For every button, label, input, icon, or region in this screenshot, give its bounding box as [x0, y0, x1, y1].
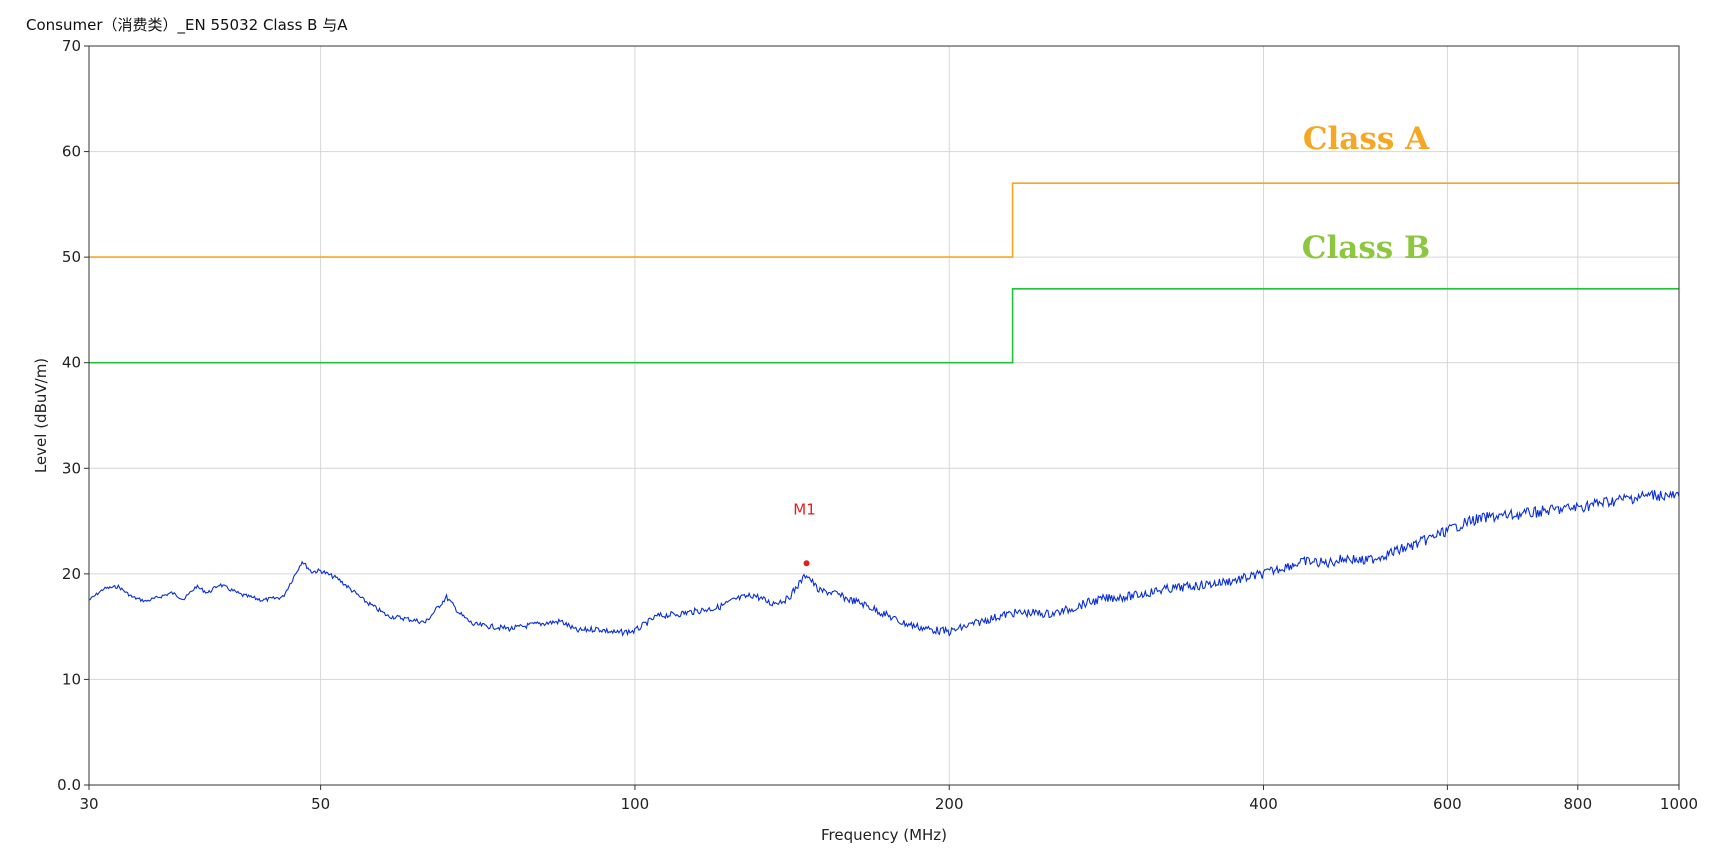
limit-line-class-a — [89, 182, 1679, 258]
class-a-label: Class A — [1303, 121, 1430, 157]
x-tick-label: 200 — [935, 795, 964, 813]
x-tick-label: 50 — [311, 795, 330, 813]
measured-emission-line — [88, 489, 1680, 637]
grid — [88, 45, 1680, 786]
tick-layer: 30 50 100 200 400 600 800 1000 0.0 10 20 30 40 50 60 70 — [57, 37, 1698, 813]
annotation-layer: M1 Class A Class B — [793, 121, 1430, 567]
y-axis-title: Level (dBuV/m) — [32, 358, 50, 473]
marker-m1-point — [803, 560, 810, 567]
y-tick-label: 70 — [62, 37, 81, 55]
x-tick-label: 600 — [1433, 795, 1462, 813]
series-layer — [88, 182, 1680, 637]
y-tick-label: 0.0 — [57, 776, 81, 794]
y-tick-label: 50 — [62, 248, 81, 266]
class-b-label: Class B — [1302, 230, 1430, 266]
x-axis-title: Frequency (MHz) — [821, 826, 947, 844]
limit-line-class-b — [89, 288, 1679, 364]
y-tick-label: 20 — [62, 565, 81, 583]
x-tick-label: 400 — [1249, 795, 1278, 813]
y-tick-label: 60 — [62, 143, 81, 161]
plot-frame — [88, 45, 1680, 786]
x-tick-label: 800 — [1563, 795, 1592, 813]
y-tick-label: 10 — [62, 670, 81, 688]
chart-title: Consumer（消费类）_EN 55032 Class B 与A — [26, 16, 348, 34]
x-tick-label: 30 — [79, 795, 98, 813]
y-tick-label: 30 — [62, 459, 81, 477]
marker-m1-label: M1 — [793, 500, 816, 518]
x-tick-label: 1000 — [1660, 795, 1698, 813]
y-tick-label: 40 — [62, 354, 81, 372]
x-tick-label: 100 — [621, 795, 650, 813]
